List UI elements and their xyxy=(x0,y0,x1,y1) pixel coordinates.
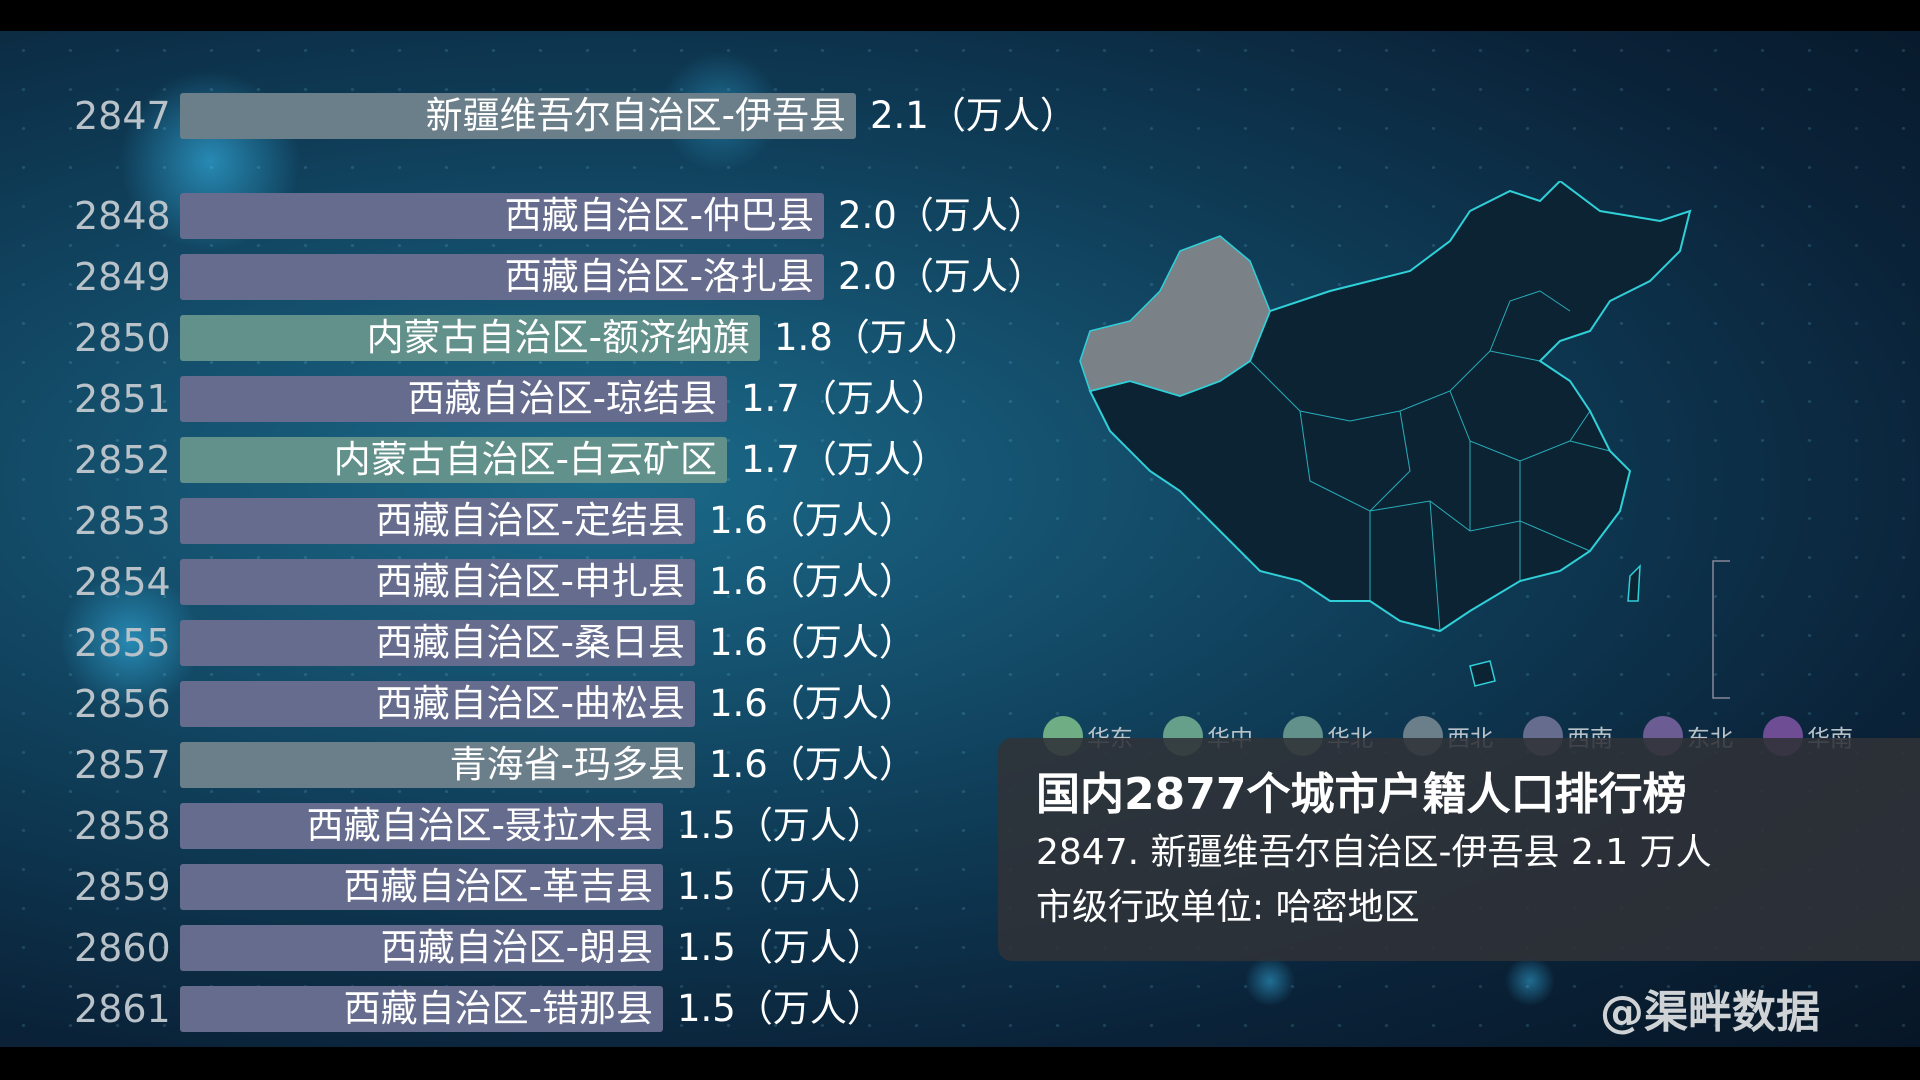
map-region-xinjiang xyxy=(1079,235,1271,397)
ranking-bar: 新疆维吾尔自治区-伊吾县 xyxy=(180,93,856,139)
ranking-bar: 西藏自治区-申扎县 xyxy=(180,559,695,605)
value-label: 1.6（万人） xyxy=(709,743,916,786)
map-region-mainland xyxy=(1088,181,1692,633)
province-borders xyxy=(1249,290,1611,632)
ranking-bar: 西藏自治区-朗县 xyxy=(180,925,663,971)
rank-number: 2852 xyxy=(74,438,171,482)
rank-number: 2848 xyxy=(74,194,171,238)
value-label: 2.0（万人） xyxy=(838,194,1045,237)
value-label: 1.5（万人） xyxy=(677,926,884,969)
video-frame: 2847 新疆维吾尔自治区-伊吾县 2.1（万人） 2848 西藏自治区-仲巴县 2.0（… xyxy=(0,31,1920,1047)
ranking-bar: 西藏自治区-洛扎县 xyxy=(180,254,824,300)
info-panel: 国内2877个城市户籍人口排行榜 2847. 新疆维吾尔自治区-伊吾县 2.1 … xyxy=(998,738,1920,961)
rank-number: 2853 xyxy=(74,499,171,543)
value-label: 1.5（万人） xyxy=(677,865,884,908)
rank-number: 2860 xyxy=(74,926,171,970)
ranking-bar: 西藏自治区-桑日县 xyxy=(180,620,695,666)
ranking-bar: 内蒙古自治区-额济纳旗 xyxy=(180,315,760,361)
rank-number: 2861 xyxy=(74,987,171,1031)
rank-number: 2858 xyxy=(74,804,171,848)
ranking-bar: 青海省-玛多县 xyxy=(180,742,695,788)
value-label: 1.7（万人） xyxy=(741,438,948,481)
value-label: 2.0（万人） xyxy=(838,255,1045,298)
value-label: 1.5（万人） xyxy=(677,987,884,1030)
rank-number: 2847 xyxy=(74,94,171,138)
value-label: 1.7（万人） xyxy=(741,377,948,420)
rank-number: 2856 xyxy=(74,682,171,726)
chart-title: 国内2877个城市户籍人口排行榜 xyxy=(1036,769,1687,820)
value-label: 1.6（万人） xyxy=(709,499,916,542)
value-label: 1.6（万人） xyxy=(709,621,916,664)
value-label: 1.6（万人） xyxy=(709,682,916,725)
rank-number: 2855 xyxy=(74,621,171,665)
value-label: 2.1（万人） xyxy=(870,94,1077,137)
ranking-bar: 西藏自治区-曲松县 xyxy=(180,681,695,727)
rank-number: 2854 xyxy=(74,560,171,604)
south-china-sea-inset xyxy=(1712,560,1730,699)
rank-number: 2850 xyxy=(74,316,171,360)
rank-number: 2849 xyxy=(74,255,171,299)
value-label: 1.5（万人） xyxy=(677,804,884,847)
ranking-bar: 西藏自治区-仲巴县 xyxy=(180,193,824,239)
map-region-hainan xyxy=(1469,660,1496,687)
ranking-bar: 内蒙古自治区-白云矿区 xyxy=(180,437,727,483)
rank-number: 2859 xyxy=(74,865,171,909)
rank-number: 2851 xyxy=(74,377,171,421)
china-map xyxy=(1079,181,1730,699)
admin-unit-text: 市级行政单位: 哈密地区 xyxy=(1036,887,1420,928)
rank-number: 2857 xyxy=(74,743,171,787)
value-label: 1.6（万人） xyxy=(709,560,916,603)
value-label: 1.8（万人） xyxy=(774,316,981,359)
ranking-bar: 西藏自治区-琼结县 xyxy=(180,376,727,422)
current-item-text: 2847. 新疆维吾尔自治区-伊吾县 2.1 万人 xyxy=(1036,832,1712,873)
ranking-bar: 西藏自治区-聂拉木县 xyxy=(180,803,663,849)
watermark: @渠畔数据 xyxy=(1600,987,1820,1038)
ranking-bar: 西藏自治区-错那县 xyxy=(180,986,663,1032)
ranking-bar: 西藏自治区-定结县 xyxy=(180,498,695,544)
ranking-bar: 西藏自治区-革吉县 xyxy=(180,864,663,910)
map-region-taiwan xyxy=(1627,564,1641,602)
